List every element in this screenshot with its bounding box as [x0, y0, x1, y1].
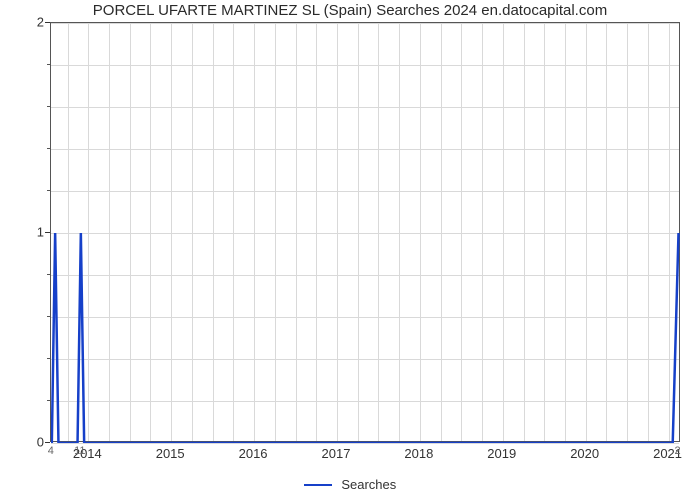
chart-title: PORCEL UFARTE MARTINEZ SL (Spain) Search… — [0, 2, 700, 19]
y-tick-minor — [47, 106, 50, 107]
legend-swatch — [304, 484, 332, 486]
series-footnote: 11 — [74, 445, 85, 457]
y-tick-minor — [47, 274, 50, 275]
series-footnote: 2 — [674, 445, 680, 457]
grid-h — [51, 443, 679, 444]
x-tick-label: 2018 — [404, 446, 433, 461]
series-footnote: 4 — [48, 445, 54, 457]
x-tick-label: 2017 — [322, 446, 351, 461]
legend: Searches — [0, 476, 700, 492]
data-line — [51, 23, 681, 443]
y-tick-minor — [47, 190, 50, 191]
x-tick-label: 2016 — [239, 446, 268, 461]
x-tick-label: 2020 — [570, 446, 599, 461]
y-tick-label: 2 — [4, 15, 44, 30]
y-tick-minor — [47, 64, 50, 65]
x-tick-label: 2019 — [487, 446, 516, 461]
y-tick-minor — [47, 358, 50, 359]
y-tick — [45, 442, 50, 443]
y-tick-minor — [47, 148, 50, 149]
y-tick-minor — [47, 316, 50, 317]
y-tick — [45, 22, 50, 23]
x-tick-label: 2015 — [156, 446, 185, 461]
plot-area — [50, 22, 680, 442]
y-tick-minor — [47, 400, 50, 401]
y-tick-label: 0 — [4, 435, 44, 450]
legend-label: Searches — [341, 477, 396, 492]
y-tick — [45, 232, 50, 233]
y-tick-label: 1 — [4, 225, 44, 240]
